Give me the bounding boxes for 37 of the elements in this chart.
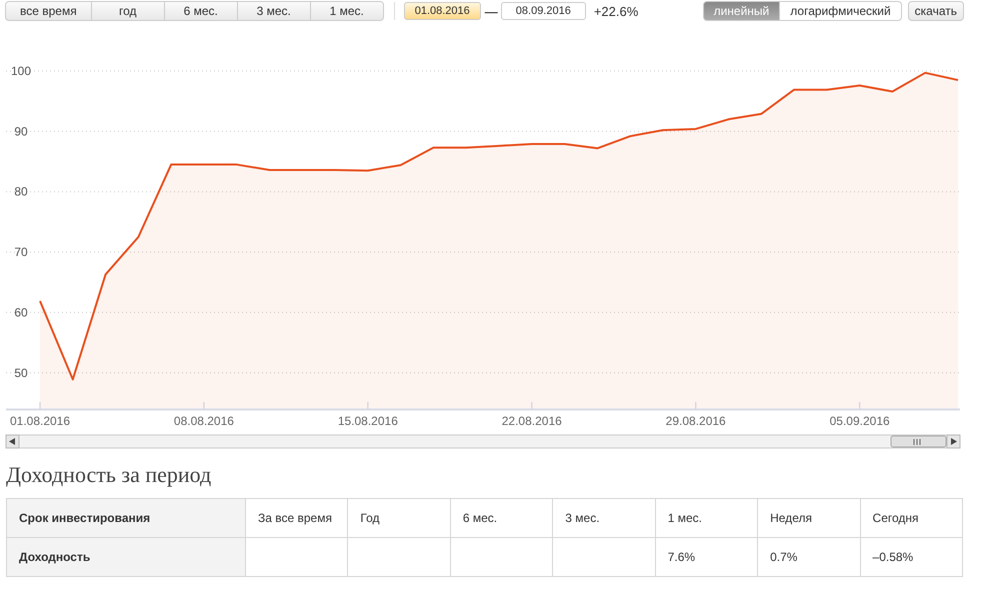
x-tick-label: 29.08.2016: [666, 414, 726, 428]
text: —: [484, 4, 498, 18]
y-tick-label: 100: [10, 64, 32, 78]
x-tick-label: 15.08.2016: [338, 414, 398, 428]
category-label: 1 мес.: [655, 498, 758, 538]
category-label: Сегодня: [860, 498, 962, 538]
category-label: Доходность: [19, 550, 90, 564]
text: скачать: [908, 1, 964, 21]
y-tick-label: 70: [14, 245, 28, 260]
text: 01.08.2016: [404, 2, 481, 20]
text: 1 мес.: [310, 1, 384, 21]
text: логарифмический: [779, 1, 902, 21]
text: 08.09.2016: [500, 2, 586, 20]
y-tick-label: 60: [14, 305, 28, 320]
x-tick-label: 08.08.2016: [174, 414, 234, 428]
category-label: 6 мес.: [450, 498, 553, 538]
text: 3 мес.: [236, 1, 311, 21]
category-label: 3 мес.: [552, 498, 656, 538]
text: 7.6%: [668, 550, 696, 564]
text: Доходность за период: [6, 462, 212, 489]
text: линейный: [702, 1, 780, 21]
text: –0.58%: [872, 550, 914, 564]
category-label: Неделя: [758, 498, 860, 538]
x-tick-label: 01.08.2016: [10, 414, 70, 428]
y-tick-label: 50: [14, 366, 28, 380]
text: +22.6%: [594, 4, 638, 18]
y-tick-label: 90: [14, 124, 28, 138]
category-label: За все время: [246, 498, 348, 538]
y-tick-label: 80: [14, 184, 28, 199]
text: год: [90, 1, 165, 21]
text: Срок инвестирования: [6, 498, 246, 538]
text: все время: [5, 1, 92, 21]
x-tick-label: 22.08.2016: [502, 414, 562, 428]
text: 0.7%: [770, 550, 798, 564]
x-tick-label: 05.09.2016: [830, 414, 890, 428]
category-label: Год: [348, 498, 450, 538]
text: 6 мес.: [164, 1, 238, 21]
